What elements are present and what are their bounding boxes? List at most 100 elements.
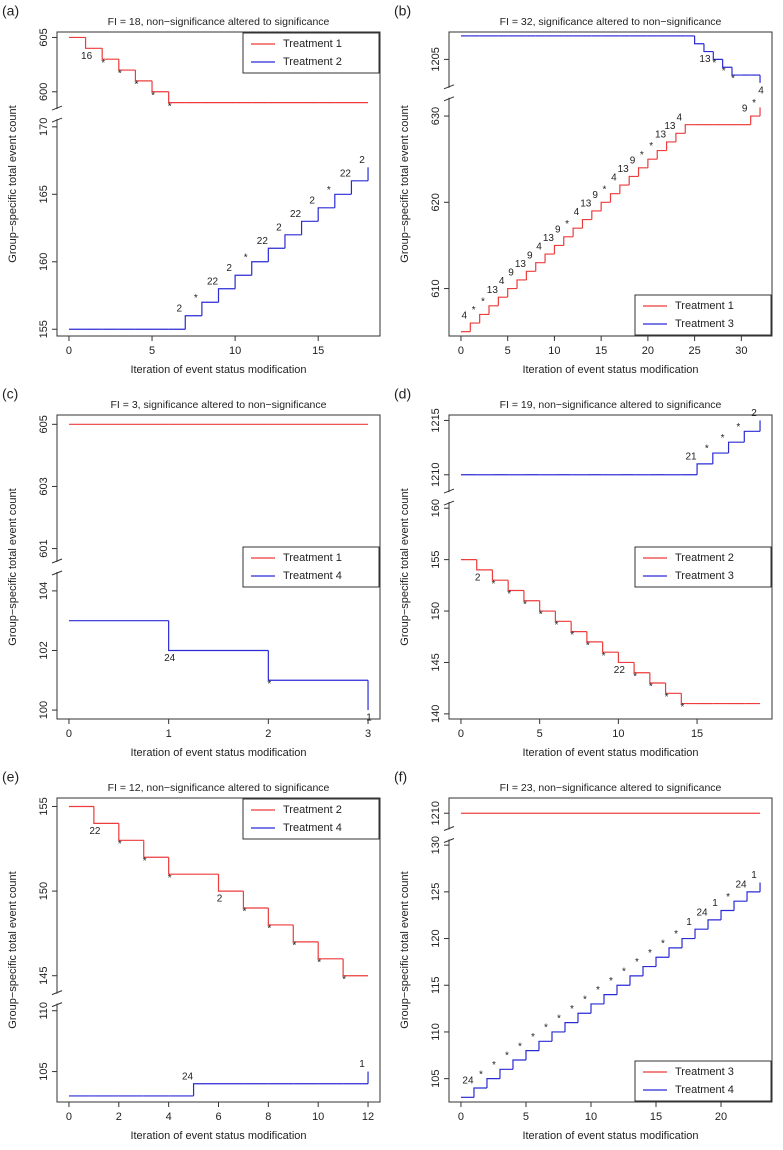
legend-box bbox=[242, 32, 380, 74]
step-segment bbox=[696, 463, 713, 475]
step-segment bbox=[629, 975, 644, 986]
y-tick-label: 605 bbox=[38, 415, 50, 433]
step-segment bbox=[694, 928, 709, 939]
step-segment bbox=[134, 70, 153, 82]
step-segment bbox=[242, 891, 269, 909]
step-segment bbox=[284, 234, 302, 249]
panel: (b) FI = 32, significance altered to non−… bbox=[394, 3, 773, 376]
step-label: * bbox=[518, 1041, 522, 1052]
axis-break-gap bbox=[55, 109, 59, 120]
axis-break-mark bbox=[51, 558, 63, 564]
y-tick-label: 160 bbox=[430, 499, 442, 517]
axis-break-mark bbox=[51, 570, 63, 576]
step-label: * bbox=[317, 957, 321, 968]
step-label: 1 bbox=[751, 870, 757, 881]
y-tick-label: 155 bbox=[38, 320, 50, 338]
step-segment bbox=[694, 35, 704, 45]
step-label: * bbox=[752, 98, 756, 109]
step-segment bbox=[525, 270, 536, 280]
step-label: 13 bbox=[543, 233, 555, 244]
step-segment bbox=[538, 1040, 552, 1051]
y-tick-label: 155 bbox=[38, 797, 50, 815]
chart-title: FI = 12, non−significance altered to sig… bbox=[108, 782, 330, 794]
legend-label: Treatment 1 bbox=[283, 552, 342, 564]
step-segment bbox=[342, 958, 369, 977]
step-label: * bbox=[342, 974, 346, 985]
step-label: 9 bbox=[555, 224, 561, 235]
x-axis-label: Iteration of event status modification bbox=[130, 747, 306, 759]
step-segment bbox=[703, 43, 714, 53]
y-tick-label: 600 bbox=[38, 83, 50, 101]
x-tick-label: 15 bbox=[595, 345, 607, 357]
legend-label: Treatment 1 bbox=[283, 38, 342, 50]
step-label: 2 bbox=[309, 195, 315, 206]
step-segment bbox=[184, 315, 202, 330]
step-label: * bbox=[544, 1023, 548, 1034]
axis-break-mark bbox=[51, 105, 63, 111]
step-segment bbox=[469, 322, 480, 332]
x-tick-label: 1 bbox=[166, 728, 172, 740]
step-label: 4 bbox=[499, 276, 505, 287]
step-segment bbox=[217, 288, 236, 303]
step-segment bbox=[168, 857, 194, 875]
step-segment bbox=[656, 149, 667, 160]
step-segment bbox=[516, 279, 527, 289]
step-segment bbox=[491, 569, 509, 581]
chart-title: FI = 32, significance altered to non−sig… bbox=[500, 16, 722, 28]
axis-break-mark bbox=[443, 500, 455, 506]
x-tick-label: 25 bbox=[688, 345, 700, 357]
y-tick-label: 150 bbox=[430, 602, 442, 620]
step-segment bbox=[554, 611, 572, 622]
step-label: 22 bbox=[207, 276, 219, 287]
step-label: * bbox=[583, 995, 587, 1006]
y-axis-label: Group−specific total event count bbox=[7, 105, 19, 262]
legend-label: Treatment 2 bbox=[675, 552, 734, 564]
step-segment bbox=[217, 874, 244, 892]
step-label: * bbox=[726, 892, 730, 903]
step-label: * bbox=[523, 599, 527, 610]
axis-break-mark bbox=[443, 826, 455, 831]
step-label: * bbox=[570, 1004, 574, 1015]
step-label: 13 bbox=[487, 285, 499, 296]
step-segment bbox=[577, 1012, 591, 1023]
x-tick-label: 8 bbox=[265, 1111, 271, 1123]
axis-break-gap bbox=[55, 993, 59, 1004]
x-tick-label: 5 bbox=[523, 1111, 529, 1123]
step-label: * bbox=[736, 422, 740, 433]
y-tick-label: 1210 bbox=[430, 463, 442, 487]
x-tick-label: 2 bbox=[116, 1111, 122, 1123]
step-segment bbox=[733, 900, 748, 911]
step-label: * bbox=[168, 101, 172, 112]
step-segment bbox=[497, 296, 508, 306]
step-label: 13 bbox=[618, 164, 630, 175]
step-label: * bbox=[722, 66, 726, 77]
step-segment bbox=[684, 124, 695, 134]
step-segment bbox=[479, 313, 490, 324]
step-label: 9 bbox=[592, 190, 598, 201]
chart-title: FI = 19, non−significance altered to sig… bbox=[500, 399, 722, 411]
legend-box bbox=[242, 798, 380, 840]
step-segment bbox=[727, 441, 745, 454]
step-label: 13 bbox=[655, 130, 667, 141]
step-segment bbox=[619, 184, 630, 194]
legend-label: Treatment 3 bbox=[675, 1066, 734, 1078]
step-segment bbox=[507, 580, 524, 592]
y-tick-label: 165 bbox=[38, 185, 50, 203]
chart-title: FI = 23, non−significance altered to sig… bbox=[500, 782, 722, 794]
axis-break-mark bbox=[51, 1002, 63, 1008]
step-segment bbox=[267, 650, 369, 681]
x-tick-label: 10 bbox=[585, 1111, 597, 1123]
step-label: * bbox=[492, 1060, 496, 1071]
x-tick-label: 0 bbox=[458, 345, 464, 357]
step-segment bbox=[118, 59, 136, 71]
step-label: 13 bbox=[664, 121, 676, 132]
y-tick-label: 100 bbox=[38, 701, 50, 719]
step-label: * bbox=[327, 185, 331, 196]
step-segment bbox=[317, 941, 344, 960]
step-label: 24 bbox=[696, 908, 708, 919]
step-segment bbox=[143, 840, 169, 858]
y-tick-label: 105 bbox=[38, 1062, 50, 1080]
step-segment bbox=[507, 287, 518, 298]
step-label: 2 bbox=[226, 263, 232, 274]
